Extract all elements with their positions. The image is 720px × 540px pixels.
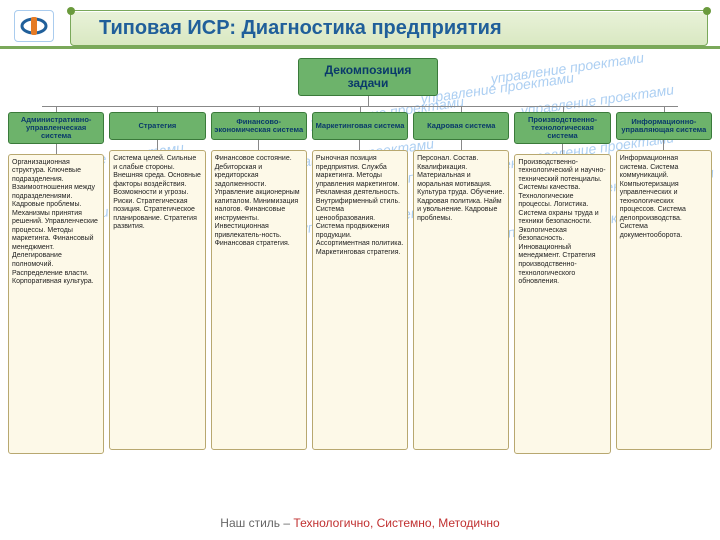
wbs-column: Кадровая система Персонал. Состав. Квалиф… (413, 112, 509, 454)
logo-icon (19, 14, 49, 38)
footer-lead: Наш стиль – (220, 516, 293, 530)
column-link (157, 140, 158, 150)
column-body: Система целей. Сильные и слабые стороны.… (109, 150, 205, 450)
wbs-column: Финансово-экономическая система Финансово… (211, 112, 307, 454)
column-header: Финансово-экономическая система (211, 112, 307, 140)
column-link (258, 140, 259, 150)
column-connector (461, 106, 462, 112)
wbs-column: Информационно-управляющая система Информа… (616, 112, 712, 454)
column-header: Производственно-технологическая система (514, 112, 610, 144)
watermark-text: управление проектами (490, 49, 645, 86)
column-header: Стратегия (109, 112, 205, 140)
column-connector (259, 106, 260, 112)
title-underline (0, 46, 720, 49)
watermark-text: управление проектами (420, 69, 575, 106)
column-header: Административно-управленческая система (8, 112, 104, 144)
wbs-column: Стратегия Система целей. Сильные и слабые… (109, 112, 205, 454)
columns-container: Административно-управленческая система Ор… (8, 112, 712, 454)
column-connector (664, 106, 665, 112)
footer-strong: Технологично, Системно, Методично (293, 516, 499, 530)
root-connector (368, 96, 369, 106)
wbs-column: Маркетинговая система Рыночная позиция пр… (312, 112, 408, 454)
column-link (56, 144, 57, 154)
column-body: Производственно-технологический и научно… (514, 154, 610, 454)
column-link (359, 140, 360, 150)
column-connector (563, 106, 564, 112)
column-connector (157, 106, 158, 112)
column-header: Кадровая система (413, 112, 509, 140)
logo (14, 10, 54, 42)
root-node: Декомпозиция задачи (298, 58, 438, 96)
title-bar: Типовая ИСР: Диагностика предприятия (70, 10, 708, 46)
column-connector (360, 106, 361, 112)
column-body: Персонал. Состав. Квалификация. Материал… (413, 150, 509, 450)
column-link (663, 140, 664, 150)
column-header: Маркетинговая система (312, 112, 408, 140)
column-body: Финансовое состояние. Дебиторская и кред… (211, 150, 307, 450)
column-header: Информационно-управляющая система (616, 112, 712, 140)
wbs-column: Производственно-технологическая система П… (514, 112, 610, 454)
footer-slogan: Наш стиль – Технологично, Системно, Мето… (0, 516, 720, 530)
column-body: Организационная структура. Ключевые подр… (8, 154, 104, 454)
column-connector (56, 106, 57, 112)
root-node-label: Декомпозиция задачи (305, 64, 431, 90)
column-link (461, 140, 462, 150)
column-body: Информационная система. Система коммуник… (616, 150, 712, 450)
column-body: Рыночная позиция предприятия. Служба мар… (312, 150, 408, 450)
wbs-column: Административно-управленческая система Ор… (8, 112, 104, 454)
column-link (562, 144, 563, 154)
page-title: Типовая ИСР: Диагностика предприятия (99, 17, 502, 40)
